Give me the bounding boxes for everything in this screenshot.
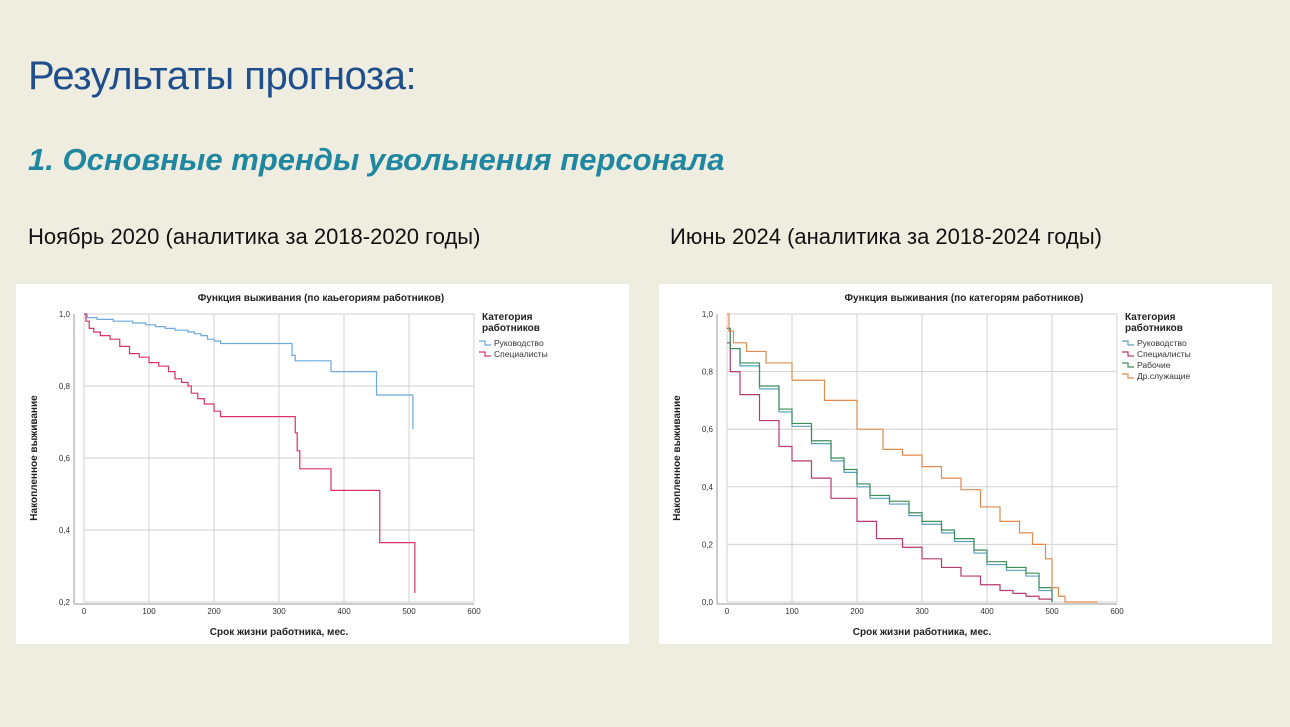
x-tick-label: 200 bbox=[850, 607, 864, 616]
y-tick-label: 0,0 bbox=[702, 598, 714, 607]
legend-title-line: Категория bbox=[482, 312, 533, 323]
legend-entry: Рабочие bbox=[1137, 360, 1171, 370]
slide-subtitle: 1. Основные тренды увольнения персонала bbox=[28, 142, 725, 177]
y-tick-label: 0,2 bbox=[702, 540, 714, 549]
series-line-2 bbox=[84, 313, 416, 593]
series-line-3 bbox=[727, 327, 1053, 602]
y-tick-label: 0,4 bbox=[702, 483, 714, 492]
legend-swatch bbox=[479, 351, 491, 357]
y-tick-label: 0,6 bbox=[702, 425, 714, 434]
legend-swatch bbox=[1122, 373, 1134, 379]
legend-title-line: работников bbox=[482, 322, 540, 334]
series-line-4 bbox=[727, 313, 1098, 603]
slide-title: Результаты прогноза: bbox=[28, 54, 417, 98]
y-tick-label: 0,4 bbox=[59, 526, 71, 535]
caption-right: Июнь 2024 (аналитика за 2018-2024 годы) bbox=[670, 224, 1103, 249]
legend-title-line: работников bbox=[1125, 322, 1183, 334]
x-tick-label: 300 bbox=[272, 607, 286, 616]
y-tick-label: 0,6 bbox=[59, 454, 71, 463]
chart-title: Функция выживания (по категорям работник… bbox=[844, 292, 1083, 304]
legend-swatch bbox=[1122, 362, 1134, 368]
caption-left: Ноябрь 2020 (аналитика за 2018-2020 годы… bbox=[28, 224, 481, 249]
x-tick-label: 100 bbox=[142, 607, 156, 616]
series-line-1 bbox=[84, 313, 414, 430]
x-tick-label: 500 bbox=[402, 607, 416, 616]
y-tick-label: 1,0 bbox=[702, 310, 714, 319]
y-axis-label: Накопленное выживание bbox=[29, 395, 40, 521]
y-axis-label: Накопленное выживание bbox=[672, 395, 683, 521]
x-tick-label: 200 bbox=[207, 607, 221, 616]
survival-chart-2020: 0 100 200 300 400 500 600 0,2 0,4 0,6 0,8 1,0 Функци… bbox=[29, 292, 548, 638]
legend-entry: Руководство bbox=[494, 338, 544, 348]
legend-title-line: Категория bbox=[1125, 312, 1176, 323]
y-tick-label: 0,8 bbox=[702, 368, 714, 377]
chart-panel-2024: 0 100 200 300 400 500 600 0,0 0,2 0,4 0,6 0,8 1,0 Фун… bbox=[659, 284, 1272, 644]
x-tick-label: 100 bbox=[785, 607, 799, 616]
legend-swatch bbox=[479, 340, 491, 346]
x-tick-label: 0 bbox=[82, 607, 87, 616]
legend-entry: Др.служащие bbox=[1137, 371, 1191, 381]
legend-entry: Специалисты bbox=[494, 349, 548, 359]
chart-panel-2020: 0 100 200 300 400 500 600 0,2 0,4 0,6 0,8 1,0 Функци… bbox=[16, 284, 629, 644]
x-tick-label: 0 bbox=[725, 607, 730, 616]
x-tick-label: 400 bbox=[337, 607, 351, 616]
x-axis-label: Срок жизни работника, мес. bbox=[210, 626, 349, 638]
legend-entry: Специалисты bbox=[1137, 349, 1191, 359]
x-tick-label: 600 bbox=[1110, 607, 1124, 616]
legend-swatch bbox=[1122, 351, 1134, 357]
x-tick-label: 600 bbox=[467, 607, 481, 616]
series-line-2 bbox=[727, 342, 1053, 602]
series-line-1 bbox=[727, 327, 1053, 602]
legend-entry: Руководство bbox=[1137, 338, 1187, 348]
x-axis-label: Срок жизни работника, мес. bbox=[853, 626, 992, 638]
y-tick-label: 1,0 bbox=[59, 310, 71, 319]
y-tick-label: 0,8 bbox=[59, 382, 71, 391]
x-tick-label: 300 bbox=[915, 607, 929, 616]
survival-chart-2024: 0 100 200 300 400 500 600 0,0 0,2 0,4 0,6 0,8 1,0 Фун… bbox=[672, 292, 1191, 638]
chart-title: Функция выживания (по каьегориям работни… bbox=[198, 292, 445, 304]
x-tick-label: 400 bbox=[980, 607, 994, 616]
legend-swatch bbox=[1122, 340, 1134, 346]
x-tick-label: 500 bbox=[1045, 607, 1059, 616]
y-tick-label: 0,2 bbox=[59, 598, 71, 607]
